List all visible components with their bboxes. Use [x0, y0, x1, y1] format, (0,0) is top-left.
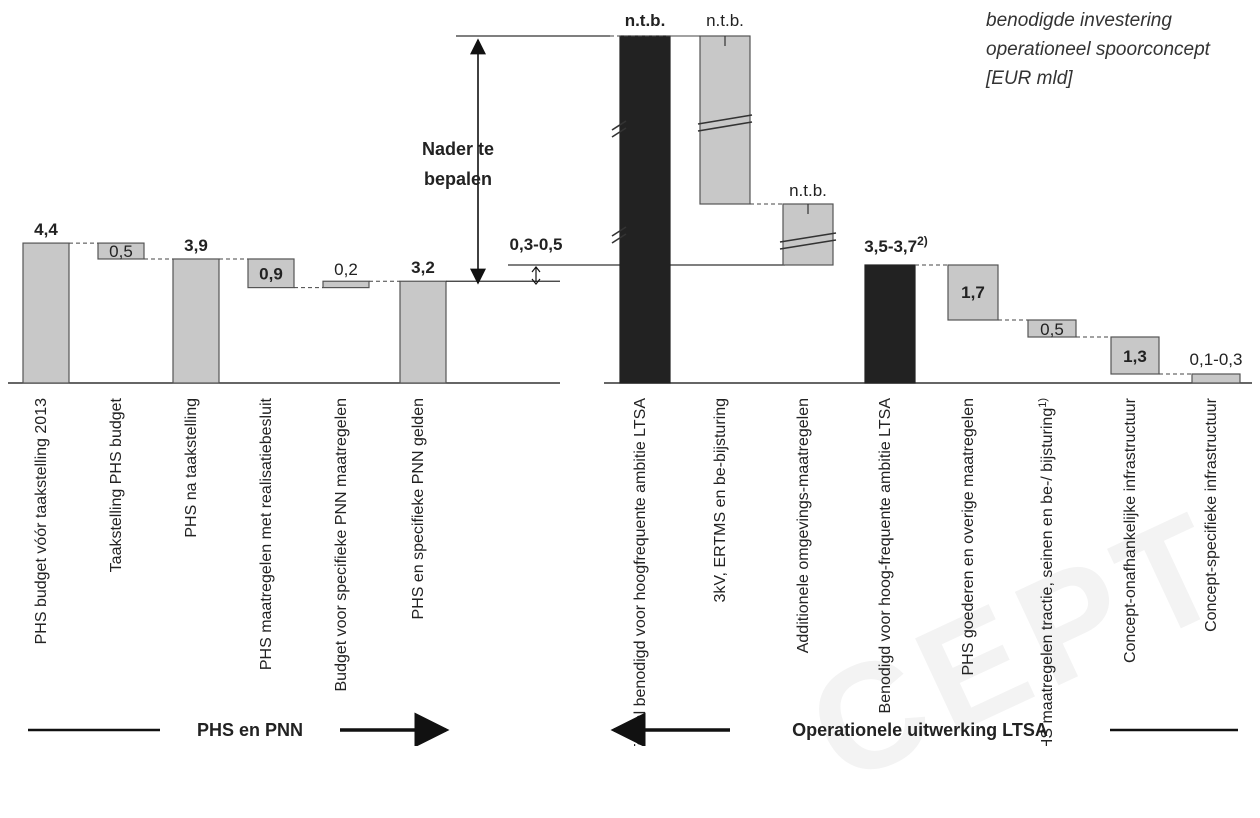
bar-right-6	[1110, 336, 1160, 375]
break-0-hi-b	[611, 127, 627, 138]
bar-left-1	[97, 242, 145, 260]
bar-left-2	[172, 258, 220, 384]
category-label-left-5: PHS en specifieke PNN gelden	[410, 398, 427, 619]
value-label-right-0: n.t.b.	[625, 11, 666, 30]
break-0-lo-a	[611, 226, 627, 237]
break-1-a	[697, 114, 753, 125]
value-label-right-6: 1,3	[1123, 347, 1147, 366]
bar-right-7	[1191, 373, 1241, 384]
category-label-left-0: PHS budget vóór taakstelling 2013	[33, 398, 50, 644]
value-label-left-3: 0,9	[259, 264, 283, 283]
value-label-right-2: n.t.b.	[789, 181, 827, 200]
group-label-left: PHS en PNN	[197, 720, 303, 740]
category-label-right-5: PHS maatregelen tractie, seinen en be-/ …	[1037, 398, 1056, 746]
value-label-right-1: n.t.b.	[706, 11, 744, 30]
break-0-lo-b	[611, 233, 627, 244]
footnote-marker-label: 1)	[1037, 398, 1049, 408]
gap-label: 0,3-0,5	[510, 235, 563, 254]
break-1-b	[697, 121, 753, 132]
category-label-left-1: Taakstelling PHS budget	[108, 397, 125, 572]
value-label-left-0: 4,4	[34, 220, 58, 239]
category-label-right-2: Additionele omgevings-maatregelen	[795, 398, 812, 653]
value-label-left-5: 3,2	[411, 258, 435, 277]
bar-left-5	[399, 280, 447, 384]
value-label-left-4: 0,2	[334, 260, 358, 279]
category-label-left-2: PHS na taakstelling	[183, 398, 200, 538]
bar-right-3	[864, 264, 916, 384]
value-label-right-3: 3,5-3,72)	[864, 234, 928, 256]
break-0-hi-a	[611, 120, 627, 131]
annotation-line-2: bepalen	[424, 169, 492, 189]
value-label-right-5: 0,5	[1040, 320, 1064, 339]
chart-title: benodigde investering operationeel spoor…	[986, 10, 1210, 89]
waterfall-chart: 4,4 PHS budget vóór taakstelling 2013 0,5 T…	[8, 11, 1252, 746]
bar-right-5	[1027, 319, 1077, 338]
value-label-left-1: 0,5	[109, 242, 133, 261]
category-label-left-3: PHS maatregelen met realisatiebesluit	[258, 397, 275, 670]
category-label-right-6: Concept-onafhankelijke infrastructuur	[1122, 397, 1139, 663]
value-label-left-2: 3,9	[184, 236, 208, 255]
footnote-marker: 2)	[917, 234, 928, 248]
category-label-right-7: Concept-specifieke infrastructuur	[1203, 397, 1220, 632]
bar-right-0	[619, 35, 671, 384]
bar-left-3	[247, 258, 295, 289]
category-label-left-4: Budget voor specifieke PNN maatregelen	[333, 398, 350, 692]
group-label-right: Operationele uitwerking LTSA	[792, 720, 1048, 740]
annotation-line-1: Nader te	[422, 139, 494, 159]
value-label-right-7: 0,1-0,3	[1190, 350, 1243, 369]
value-label-right-4: 1,7	[961, 283, 985, 302]
dimension-arrow-small-heads	[531, 266, 541, 285]
break-2-a	[779, 232, 837, 243]
bar-left-0	[22, 242, 70, 384]
category-label-right-4: PHS goederen en overige maatregelen	[960, 398, 977, 676]
category-label-right-1: 3kV, ERTMS en be-bijsturing	[712, 398, 729, 603]
category-label-right-3: Benodigd voor hoog-frequente ambitie LTS…	[877, 398, 894, 714]
bar-right-4	[947, 264, 999, 321]
bar-left-4	[322, 280, 370, 289]
category-label-right-0: Totaal benodigd voor hoogfrequente ambit…	[632, 398, 649, 746]
break-2-b	[779, 239, 837, 250]
